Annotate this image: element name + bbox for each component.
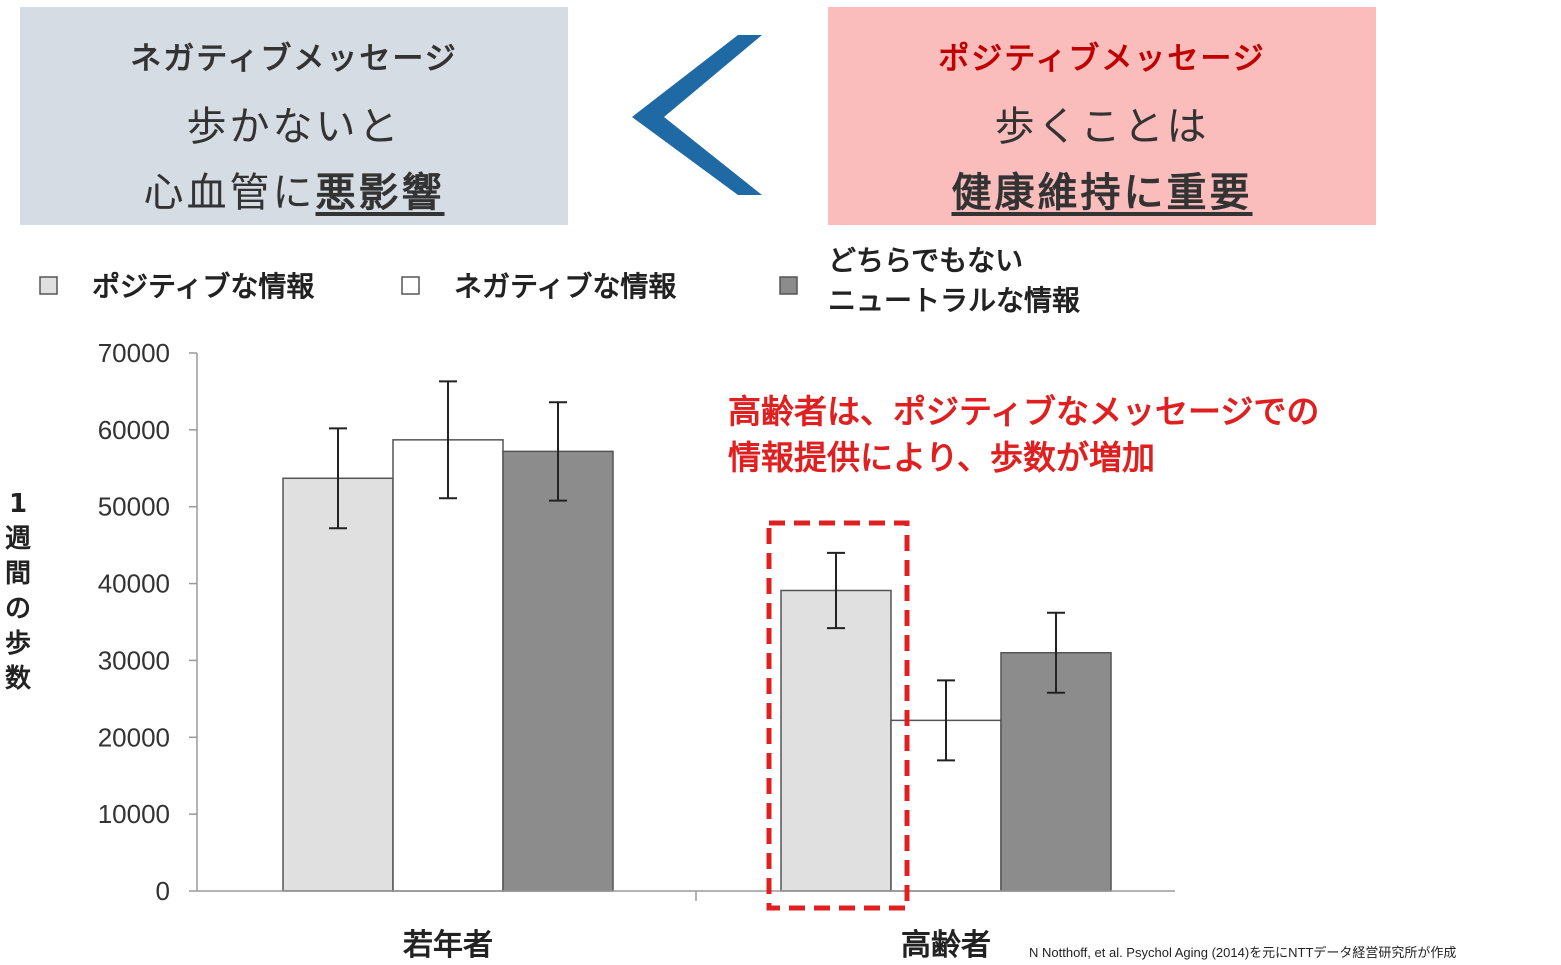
bar-group — [282, 380, 1112, 892]
negative-message-title: ネガティブメッセージ — [130, 41, 458, 77]
x-axis: 若年者 高齢者 — [197, 890, 1175, 963]
bar — [780, 589, 892, 892]
highlight-dashed-box — [766, 520, 910, 911]
y-axis-label-char: 歩 — [5, 629, 31, 659]
legend-label: どちらでもない — [828, 244, 1023, 277]
negative-message-prefix: 心血管に — [143, 170, 316, 216]
legend-swatch — [401, 276, 420, 295]
legend-label: ポジティブな情報 — [92, 270, 315, 303]
y-tick-label: 70000 — [98, 338, 170, 368]
legend-label: ニュートラルな情報 — [828, 284, 1081, 317]
bar — [392, 439, 504, 892]
y-tick-label: 40000 — [98, 569, 170, 599]
annotation-text: 情報提供により、歩数が増加 — [728, 438, 1155, 477]
negative-message-line2: 心血管に悪影響 — [20, 160, 568, 218]
y-tick-label: 20000 — [98, 722, 170, 752]
annotation-text: 高齢者は、ポジティブなメッセージでの — [728, 392, 1319, 431]
x-category-label: 高齢者 — [901, 928, 991, 963]
positive-message-title: ポジティブメッセージ — [938, 41, 1266, 77]
legend-swatch — [39, 276, 58, 295]
y-tick-label: 50000 — [98, 492, 170, 522]
bar — [502, 450, 614, 892]
x-category-label: 若年者 — [403, 928, 493, 963]
positive-message-line1: 歩くことは — [994, 104, 1210, 150]
y-axis-label-char: 週 — [5, 524, 31, 554]
y-axis-label-char: 間 — [5, 559, 31, 589]
bar — [282, 477, 394, 892]
negative-message-box: ネガティブメッセージ 歩かないと 心血管に悪影響 — [20, 7, 568, 225]
y-tick-label: 10000 — [98, 799, 170, 829]
legend-label: ネガティブな情報 — [454, 270, 677, 303]
positive-message-box: ポジティブメッセージ 歩くことは 健康維持に重要 — [828, 7, 1376, 225]
y-axis: 0 10000 20000 30000 40000 50000 60000 70000 — [98, 338, 198, 906]
legend-swatch — [779, 276, 798, 295]
negative-message-line1: 歩かないと — [186, 104, 402, 150]
y-tick-label: 30000 — [98, 645, 170, 675]
y-tick-label: 0 — [156, 876, 170, 906]
positive-message-line2: 健康維持に重要 — [951, 170, 1253, 216]
y-axis-label-char: の — [5, 594, 31, 624]
y-axis-label-char: 1 — [9, 489, 27, 519]
less-than-chevron-icon — [632, 35, 762, 195]
y-tick-label: 60000 — [98, 415, 170, 445]
negative-message-emphasis: 悪影響 — [315, 170, 445, 216]
source-note: N Notthoff, et al. Psychol Aging (2014)を… — [1029, 945, 1457, 960]
y-axis-label-char: 数 — [5, 664, 32, 694]
